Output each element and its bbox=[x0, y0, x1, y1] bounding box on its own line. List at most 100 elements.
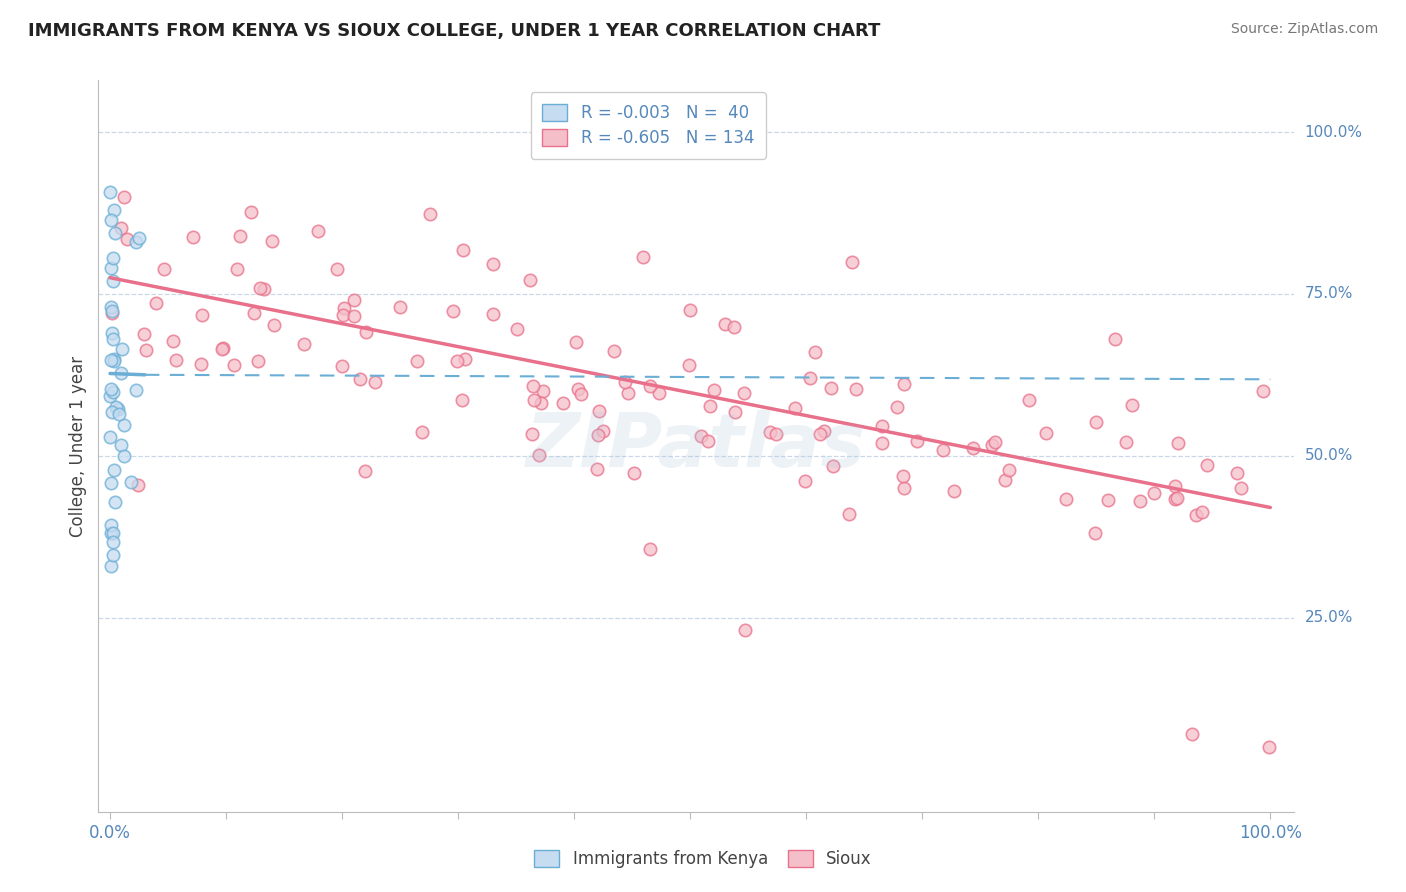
Point bbox=[1185, 508, 1208, 522]
Point bbox=[110, 366, 132, 380]
Text: 75.0%: 75.0% bbox=[1305, 286, 1353, 301]
Point bbox=[330, 359, 353, 373]
Point bbox=[623, 466, 645, 480]
Point bbox=[454, 351, 477, 366]
Point bbox=[820, 381, 842, 395]
Point bbox=[531, 384, 554, 398]
Point bbox=[678, 303, 700, 318]
Point bbox=[249, 281, 271, 295]
Point bbox=[103, 385, 125, 400]
Point bbox=[648, 385, 671, 400]
Point bbox=[135, 343, 157, 357]
Point bbox=[453, 244, 475, 258]
Point bbox=[343, 309, 366, 323]
Point bbox=[117, 232, 139, 246]
Point bbox=[1166, 491, 1188, 505]
Point bbox=[103, 354, 125, 368]
Point bbox=[616, 386, 638, 401]
Point bbox=[891, 469, 914, 483]
Point bbox=[451, 392, 474, 407]
Point bbox=[101, 405, 124, 419]
Point bbox=[222, 359, 245, 373]
Legend: R = -0.003   N =  40, R = -0.605   N = 134: R = -0.003 N = 40, R = -0.605 N = 134 bbox=[530, 92, 766, 159]
Point bbox=[98, 185, 121, 199]
Point bbox=[567, 382, 589, 396]
Point bbox=[446, 354, 468, 368]
Point bbox=[569, 387, 592, 401]
Point bbox=[804, 345, 827, 359]
Text: Source: ZipAtlas.com: Source: ZipAtlas.com bbox=[1230, 22, 1378, 37]
Point bbox=[1164, 478, 1187, 492]
Point bbox=[100, 353, 122, 368]
Point bbox=[332, 309, 354, 323]
Point bbox=[103, 351, 125, 366]
Point bbox=[243, 306, 266, 320]
Point bbox=[845, 382, 868, 396]
Point bbox=[100, 526, 122, 541]
Point bbox=[153, 262, 176, 277]
Point bbox=[872, 419, 894, 434]
Text: 100.0%: 100.0% bbox=[1305, 125, 1362, 139]
Point bbox=[1035, 425, 1057, 440]
Point bbox=[127, 478, 149, 492]
Point bbox=[734, 624, 756, 638]
Point bbox=[765, 427, 787, 442]
Point bbox=[841, 254, 863, 268]
Point bbox=[1251, 384, 1274, 398]
Point bbox=[292, 336, 315, 351]
Point bbox=[103, 462, 125, 476]
Point bbox=[101, 534, 124, 549]
Point bbox=[564, 334, 586, 349]
Point bbox=[343, 293, 366, 308]
Point bbox=[638, 541, 661, 556]
Point bbox=[132, 326, 155, 341]
Y-axis label: College, Under 1 year: College, Under 1 year bbox=[69, 355, 87, 537]
Point bbox=[733, 386, 755, 401]
Point bbox=[103, 252, 125, 266]
Point bbox=[110, 437, 132, 451]
Point bbox=[523, 392, 546, 407]
Point bbox=[104, 495, 127, 509]
Point bbox=[981, 438, 1004, 452]
Point bbox=[354, 325, 377, 339]
Point bbox=[190, 357, 212, 371]
Point bbox=[1115, 434, 1137, 449]
Point bbox=[98, 430, 121, 444]
Point bbox=[932, 443, 955, 458]
Point bbox=[519, 273, 541, 287]
Point bbox=[98, 389, 121, 403]
Point bbox=[998, 463, 1021, 477]
Point bbox=[529, 448, 551, 462]
Point bbox=[307, 224, 329, 238]
Point bbox=[520, 426, 543, 441]
Point bbox=[1226, 467, 1249, 481]
Point bbox=[191, 308, 214, 322]
Point bbox=[522, 378, 544, 392]
Point bbox=[103, 548, 125, 562]
Point bbox=[100, 300, 122, 314]
Point bbox=[1104, 332, 1126, 346]
Point bbox=[108, 407, 131, 421]
Point bbox=[759, 425, 782, 440]
Point bbox=[145, 296, 167, 310]
Point bbox=[821, 458, 844, 473]
Point bbox=[893, 377, 915, 392]
Point bbox=[703, 384, 725, 398]
Point bbox=[943, 483, 966, 498]
Point bbox=[364, 376, 387, 390]
Point bbox=[723, 320, 745, 334]
Point bbox=[699, 399, 721, 413]
Point bbox=[111, 342, 134, 356]
Point bbox=[1084, 526, 1107, 541]
Point bbox=[112, 449, 135, 463]
Point bbox=[112, 190, 135, 204]
Point bbox=[1143, 485, 1166, 500]
Point bbox=[441, 304, 464, 318]
Point bbox=[1097, 493, 1119, 508]
Point bbox=[388, 300, 411, 314]
Point bbox=[124, 235, 146, 249]
Point bbox=[354, 464, 377, 478]
Point bbox=[101, 306, 124, 320]
Point bbox=[107, 402, 129, 417]
Point bbox=[530, 395, 553, 409]
